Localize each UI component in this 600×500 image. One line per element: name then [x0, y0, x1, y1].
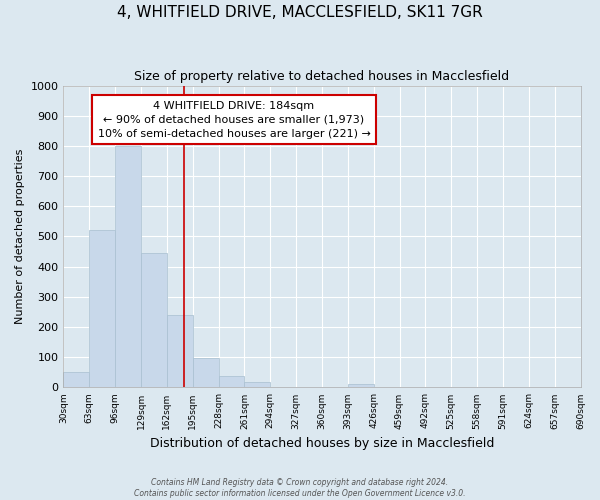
Bar	[167, 315, 193, 388]
X-axis label: Distribution of detached houses by size in Macclesfield: Distribution of detached houses by size …	[150, 437, 494, 450]
Text: 4, WHITFIELD DRIVE, MACCLESFIELD, SK11 7GR: 4, WHITFIELD DRIVE, MACCLESFIELD, SK11 7…	[117, 5, 483, 20]
Bar	[193, 358, 218, 388]
Text: Contains HM Land Registry data © Crown copyright and database right 2024.
Contai: Contains HM Land Registry data © Crown c…	[134, 478, 466, 498]
Text: 4 WHITFIELD DRIVE: 184sqm
← 90% of detached houses are smaller (1,973)
10% of se: 4 WHITFIELD DRIVE: 184sqm ← 90% of detac…	[98, 100, 370, 138]
Title: Size of property relative to detached houses in Macclesfield: Size of property relative to detached ho…	[134, 70, 509, 83]
Bar	[141, 253, 167, 388]
Bar	[348, 384, 374, 388]
Y-axis label: Number of detached properties: Number of detached properties	[15, 149, 25, 324]
Bar	[244, 382, 270, 388]
Bar	[64, 372, 89, 388]
Bar	[115, 146, 141, 388]
Bar	[218, 376, 244, 388]
Bar	[89, 230, 115, 388]
